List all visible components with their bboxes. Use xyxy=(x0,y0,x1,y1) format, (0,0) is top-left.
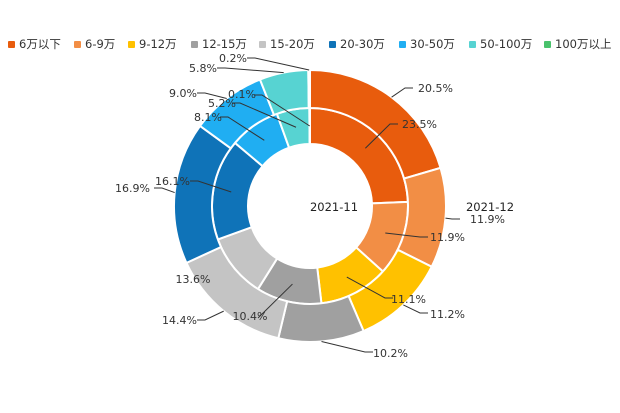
inner-ring-name: 2021-11 xyxy=(310,200,358,214)
outer-data-label: 11.9% xyxy=(470,213,505,226)
outer-data-label: 16.9% xyxy=(115,182,150,195)
outer-data-label: 9.0% xyxy=(169,87,197,100)
outer-data-label: 0.2% xyxy=(219,52,247,65)
inner-data-label: 0.1% xyxy=(228,88,256,101)
inner-data-label: 11.1% xyxy=(391,293,426,306)
inner-data-label: 23.5% xyxy=(402,118,437,131)
inner-data-label: 10.4% xyxy=(233,310,268,323)
leader-line xyxy=(392,88,413,97)
leader-line xyxy=(197,311,224,320)
leader-line xyxy=(154,188,175,193)
leader-line xyxy=(403,305,428,313)
outer-data-label: 10.2% xyxy=(373,347,408,360)
outer-data-label: 5.8% xyxy=(189,62,217,75)
outer-data-label: 11.2% xyxy=(430,308,465,321)
outer-data-label: 20.5% xyxy=(418,82,453,95)
outer-ring-slice[interactable] xyxy=(278,296,363,342)
outer-data-label: 14.4% xyxy=(162,314,197,327)
leader-line xyxy=(217,68,284,73)
extra-data-label: 13.6% xyxy=(176,273,211,286)
inner-data-label: 16.1% xyxy=(155,175,190,188)
outer-ring-name: 2021-12 xyxy=(466,200,514,214)
donut-chart: 23.5%11.9%11.1%10.4%16.1%8.1%5.2%0.1% 20.… xyxy=(0,0,620,413)
inner-data-label: 8.1% xyxy=(194,111,222,124)
leader-line xyxy=(322,342,373,352)
leader-line xyxy=(445,218,460,219)
leader-line xyxy=(247,58,309,70)
inner-data-label: 11.9% xyxy=(430,231,465,244)
outer-ring-slice[interactable] xyxy=(308,70,310,108)
